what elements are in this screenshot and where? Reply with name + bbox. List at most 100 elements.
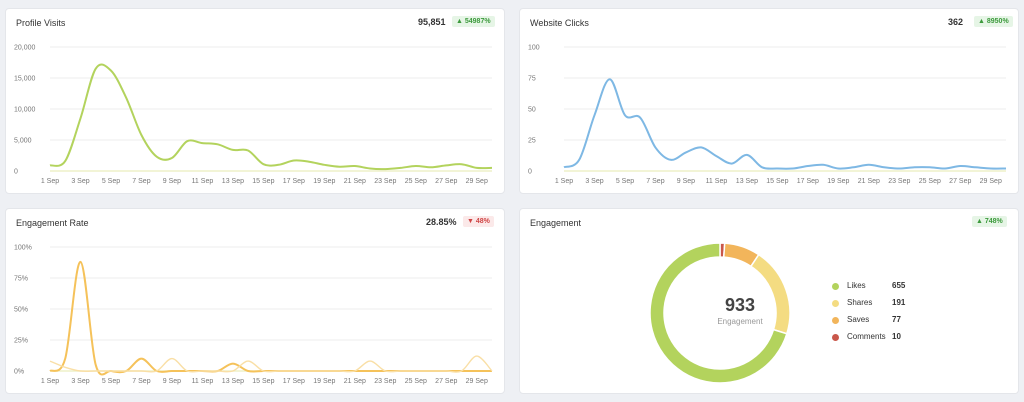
x-tick-label: 23 Sep xyxy=(374,378,396,385)
card-value: 28.85% xyxy=(426,217,457,227)
x-tick-label: 27 Sep xyxy=(435,378,457,385)
x-tick-label: 15 Sep xyxy=(252,378,274,385)
x-tick-label: 1 Sep xyxy=(555,178,573,185)
x-tick-label: 21 Sep xyxy=(344,378,366,385)
x-tick-label: 17 Sep xyxy=(283,178,305,185)
y-tick-label: 20,000 xyxy=(14,45,36,52)
x-tick-label: 5 Sep xyxy=(102,178,120,185)
series-line xyxy=(49,260,492,376)
x-tick-label: 17 Sep xyxy=(797,178,819,185)
x-tick-label: 19 Sep xyxy=(827,178,849,185)
y-tick-label: 0 xyxy=(14,169,18,176)
x-tick-label: 7 Sep xyxy=(132,378,150,385)
profile-visits-chart: 0 5,000 10,000 15,000 20,000 1 Sep 3 Sep 5 Sep 7… xyxy=(14,45,493,185)
x-tick-label: 27 Sep xyxy=(949,178,971,185)
x-tick-label: 9 Sep xyxy=(163,178,181,185)
x-tick-label: 11 Sep xyxy=(706,178,728,185)
x-tick-label: 7 Sep xyxy=(646,178,664,185)
y-tick-label: 25% xyxy=(14,338,28,345)
x-tick-label: 23 Sep xyxy=(374,178,396,185)
x-tick-label: 15 Sep xyxy=(252,178,274,185)
x-tick-label: 25 Sep xyxy=(405,178,427,185)
badge-text: 48% xyxy=(475,218,490,225)
x-tick-label: 11 Sep xyxy=(192,178,214,185)
y-tick-label: 100% xyxy=(14,245,32,252)
y-tick-label: 25 xyxy=(528,138,536,145)
y-tick-label: 50% xyxy=(14,307,28,314)
x-tick-label: 3 Sep xyxy=(71,178,89,185)
y-tick-label: 10,000 xyxy=(14,107,36,114)
x-tick-label: 9 Sep xyxy=(677,178,695,185)
x-tick-label: 3 Sep xyxy=(71,378,89,385)
card-title: Engagement xyxy=(530,218,582,228)
x-tick-label: 25 Sep xyxy=(919,178,941,185)
legend-swatch xyxy=(832,334,839,341)
legend-value: 10 xyxy=(892,332,901,341)
engagement-rate-chart: 0% 25% 50% 75% 100% 1 Sep 3 Sep 5 Sep 7 Sep 9 Sep… xyxy=(14,245,493,385)
decline-badge: ▼ 48% xyxy=(463,216,494,227)
x-tick-label: 13 Sep xyxy=(736,178,758,185)
x-tick-label: 21 Sep xyxy=(858,178,880,185)
donut-slice-likes[interactable] xyxy=(649,242,788,384)
website-clicks-card: Website Clicks 362 ▲ 8950% 0 25 50 75 100 1 S… xyxy=(519,8,1019,194)
x-tick-label: 27 Sep xyxy=(435,178,457,185)
legend-label: Likes xyxy=(847,281,866,290)
legend-label: Comments xyxy=(847,332,886,341)
profile-visits-card: Profile Visits 95,851 ▲ 54987% 0 5,000 10,… xyxy=(5,8,505,194)
badge-text: 748% xyxy=(984,218,1003,225)
x-tick-label: 15 Sep xyxy=(766,178,788,185)
card-value: 95,851 xyxy=(418,17,446,27)
engagement-donut xyxy=(649,242,791,384)
card-title: Profile Visits xyxy=(16,18,66,28)
y-tick-label: 15,000 xyxy=(14,76,36,83)
x-tick-label: 7 Sep xyxy=(132,178,150,185)
x-tick-label: 11 Sep xyxy=(192,378,214,385)
legend-swatch xyxy=(832,300,839,307)
x-tick-label: 9 Sep xyxy=(163,378,181,385)
x-tick-label: 23 Sep xyxy=(888,178,910,185)
x-tick-label: 5 Sep xyxy=(102,378,120,385)
x-tick-label: 29 Sep xyxy=(466,178,488,185)
y-tick-label: 50 xyxy=(528,107,536,114)
legend-value: 191 xyxy=(892,298,906,307)
x-tick-label: 17 Sep xyxy=(283,378,305,385)
legend-label: Saves xyxy=(847,315,870,324)
x-tick-label: 19 Sep xyxy=(313,378,335,385)
x-tick-label: 21 Sep xyxy=(344,178,366,185)
engagement-card: Engagement ▲ 748% 933 Engagement Likes 6… xyxy=(519,208,1019,394)
legend-swatch xyxy=(832,283,839,290)
website-clicks-chart: 0 25 50 75 100 1 Sep 3 Sep 5 Sep 7 Sep 9 Sep 11 Se… xyxy=(528,45,1007,185)
y-tick-label: 0% xyxy=(14,369,24,376)
legend-label: Shares xyxy=(847,298,873,307)
x-tick-label: 13 Sep xyxy=(222,378,244,385)
y-tick-label: 5,000 xyxy=(14,138,32,145)
card-title: Website Clicks xyxy=(530,18,589,28)
growth-badge: ▲ 54987% xyxy=(452,16,495,27)
y-tick-label: 75 xyxy=(528,76,536,83)
x-tick-label: 25 Sep xyxy=(405,378,427,385)
engagement-rate-card: Engagement Rate 28.85% ▼ 48% 0% 25% 50% 75%… xyxy=(5,208,505,394)
donut-total: 933 xyxy=(724,295,756,315)
series-line xyxy=(49,355,493,373)
x-tick-label: 3 Sep xyxy=(585,178,603,185)
card-title: Engagement Rate xyxy=(16,218,89,228)
growth-badge: ▲ 748% xyxy=(972,216,1007,227)
donut-total-label: Engagement xyxy=(717,317,763,326)
legend-swatch xyxy=(832,317,839,324)
x-tick-label: 19 Sep xyxy=(313,178,335,185)
x-tick-label: 1 Sep xyxy=(41,378,59,385)
y-tick-label: 0 xyxy=(528,169,532,176)
x-tick-label: 1 Sep xyxy=(41,178,59,185)
card-value: 362 xyxy=(948,17,964,27)
y-tick-label: 100 xyxy=(528,45,540,52)
x-tick-label: 13 Sep xyxy=(222,178,244,185)
series-line xyxy=(563,78,1007,170)
x-tick-label: 29 Sep xyxy=(980,178,1002,185)
y-tick-label: 75% xyxy=(14,276,28,283)
x-tick-label: 29 Sep xyxy=(466,378,488,385)
badge-text: 8950% xyxy=(986,18,1009,25)
badge-text: 54987% xyxy=(464,18,491,25)
series-line xyxy=(49,63,493,171)
legend-value: 655 xyxy=(892,281,906,290)
growth-badge: ▲ 8950% xyxy=(974,16,1013,27)
